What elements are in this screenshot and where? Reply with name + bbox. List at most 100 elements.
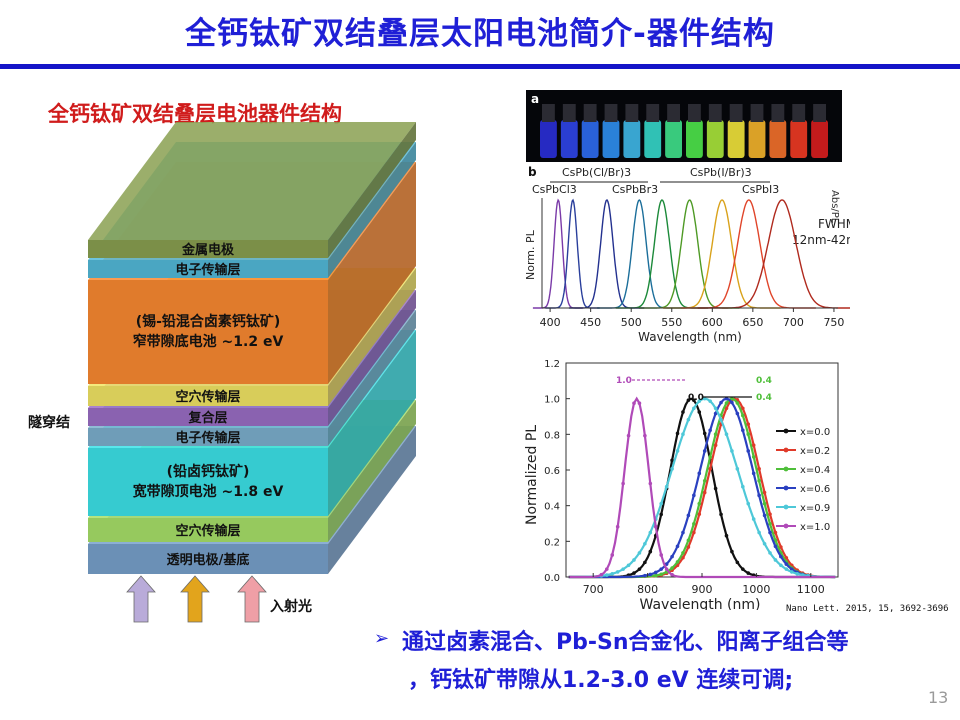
layer-side-face [328,330,416,516]
pl-series-point [615,570,620,574]
pl-series-point [768,512,772,516]
layer-side-face [328,426,416,574]
layer-front-face [88,518,328,542]
pl-series-point [757,530,761,535]
layer-front-face [88,260,328,278]
layer-label: (铅卤钙钛矿) [167,463,250,480]
pl-series-point [632,558,636,562]
pl-series-point [670,458,674,463]
pl-series-point [773,544,778,549]
layer-front-face [88,544,328,574]
device-layer [88,122,416,258]
pl-series-point [768,522,772,526]
pl-series-point [741,406,745,411]
x-tick-label: 450 [580,316,601,329]
pl-series-point [637,551,642,555]
fwhm-label: FWHM [818,217,850,231]
legend-marker [783,523,789,529]
vial-glow [602,120,620,158]
group-label-i-br: CsPb(I/Br)3 [690,166,752,179]
pl-peak-line [663,199,781,309]
pl-series-point [724,401,729,405]
layer-front-face [88,240,328,258]
pl-series-point [708,467,712,471]
pl-series-point [795,571,799,576]
pl-series-point [773,530,778,535]
vial-glow [748,120,766,158]
pl-series-point [724,396,729,401]
pl-series-point [789,570,794,574]
pl-series-point [675,449,680,453]
annotation-0-0: 0.0 [688,393,704,403]
pl-series-point [686,513,691,518]
pl-series-point [708,399,712,403]
layer-front-face [88,408,328,426]
pl-series-point [599,572,604,577]
legend-label: x=0.4 [800,465,830,476]
vial-cap [771,104,785,122]
pl-series-point [670,554,674,559]
pl-series-point [713,411,718,416]
pl-series-point [746,449,751,453]
layer-side-face [328,310,416,446]
pl-series-point [697,399,702,403]
pl-series-point [648,481,653,486]
vial-cap [625,104,639,122]
pl-series-point [670,566,674,570]
layer-front-face [88,386,328,406]
vial-cap [646,104,660,122]
pl-series-point [719,400,723,405]
legend-label: x=0.0 [800,427,830,438]
pl-series-point [757,493,761,498]
y-tick-label: 0.8 [544,430,560,441]
incident-light-arrow [237,575,267,623]
layer-side-face [328,162,416,384]
pl-series-point [675,544,680,549]
incident-light-arrow [180,575,210,623]
pl-series-point [779,563,783,568]
layer-label: 电子传输层 [175,262,240,278]
layer-label: 透明电极/基底 [167,552,250,568]
pl-series-point [697,471,702,476]
x-tick-label: 400 [540,316,561,329]
vial-cap [813,104,826,122]
pl-series-point [735,467,740,471]
pl-series-point [605,573,609,577]
normalized-pl-chart: 700 800 900 1000 1100 0.0 0.2 0.4 0.6 0.8 1.0 1.2 Wa… [524,359,839,610]
pl-peak-line [568,198,645,309]
vial-glow [727,120,745,158]
x-tick-label: 900 [692,583,713,596]
pl-series-point [621,481,625,486]
y-tick-label: 1.0 [544,395,560,406]
x-tick-label: 800 [637,583,658,596]
pl-series-point [610,553,615,557]
arrow-bullet-icon: ➢ [374,628,390,649]
fwhm-range-label: 12nm-42nm [792,233,850,247]
y-axis-label: Norm. PL [524,229,537,280]
pl-series-point [719,512,723,517]
pl-series-point [789,567,794,571]
layer-label-2: 窄带隙底电池 ~1.2 eV [133,333,284,350]
pl-series-point [659,512,663,517]
vial-glow [560,120,578,158]
pl-series-point [746,501,751,506]
vial-cap [562,104,576,122]
layer-front-face [88,280,328,384]
pl-series-point [686,398,691,403]
pl-series-point [713,432,718,437]
pl-series-point [681,432,685,437]
pl-series-point [610,571,615,576]
pl-series-point [757,467,761,471]
x-tick-label: 650 [742,316,763,329]
pl-series-point [741,567,745,571]
pl-series-point [784,562,789,566]
vial-glow [706,120,724,158]
pl-series-point [653,524,658,529]
vial-cap [583,104,597,122]
pl-series-point [779,545,783,549]
pl-series-point [659,553,663,557]
vial-cap [750,104,764,122]
pl-series-point [643,560,647,565]
pl-series-point [648,549,653,554]
pl-series-point [615,524,620,529]
